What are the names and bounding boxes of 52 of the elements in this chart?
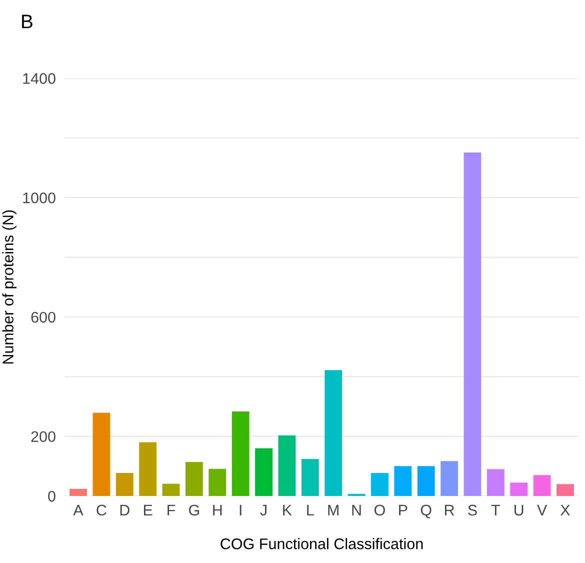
x-tick-label: U <box>514 504 524 516</box>
chart-title: B <box>22 14 32 28</box>
bar <box>324 370 342 496</box>
bar <box>139 442 157 496</box>
bar <box>486 469 504 496</box>
bar <box>92 412 110 496</box>
bar <box>533 475 551 496</box>
y-tick-label: 600 <box>31 312 56 323</box>
bar <box>348 494 366 496</box>
bar <box>255 448 272 496</box>
y-tick-label: 200 <box>31 431 56 442</box>
bar <box>510 482 528 496</box>
x-tick-label: Q <box>420 504 432 518</box>
x-tick-label: L <box>307 504 314 516</box>
x-tick-label: F <box>168 504 176 516</box>
x-tick-label: C <box>96 504 106 516</box>
x-tick-label: G <box>189 504 200 516</box>
y-axis-title: Number of proteins (N) <box>2 210 16 364</box>
y-tick-label: 1000 <box>23 192 56 204</box>
bar <box>417 466 435 496</box>
bar <box>464 152 482 496</box>
x-tick-label: S <box>468 504 477 516</box>
x-tick-label: I <box>240 504 242 516</box>
x-tick-label: D <box>120 504 130 516</box>
x-tick-label: A <box>73 504 84 516</box>
x-tick-label: M <box>328 504 338 516</box>
bar <box>371 473 388 496</box>
bar <box>301 459 319 496</box>
x-tick-label: R <box>445 504 454 516</box>
x-tick-label: K <box>283 504 292 516</box>
bar <box>278 435 296 496</box>
bar <box>186 462 203 496</box>
bar <box>208 468 226 496</box>
bar <box>440 461 458 496</box>
x-tick-label: J <box>260 504 266 516</box>
bar <box>116 473 134 496</box>
x-axis-title: COG Functional Classification <box>220 538 423 550</box>
x-tick-label: E <box>144 504 152 516</box>
x-tick-label: P <box>399 504 408 516</box>
x-tick-label: O <box>374 504 385 516</box>
x-tick-label: V <box>537 504 548 516</box>
y-tick-label: 1400 <box>23 73 56 84</box>
x-tick-label: H <box>213 504 222 516</box>
x-tick-label: X <box>560 504 570 516</box>
bar <box>556 484 574 496</box>
bar <box>394 466 412 496</box>
x-tick-label: T <box>491 504 500 516</box>
bar <box>162 484 180 496</box>
x-tick-label: N <box>352 504 361 516</box>
y-tick-label: 0 <box>48 490 56 502</box>
bar <box>70 488 87 496</box>
bar <box>232 412 250 496</box>
